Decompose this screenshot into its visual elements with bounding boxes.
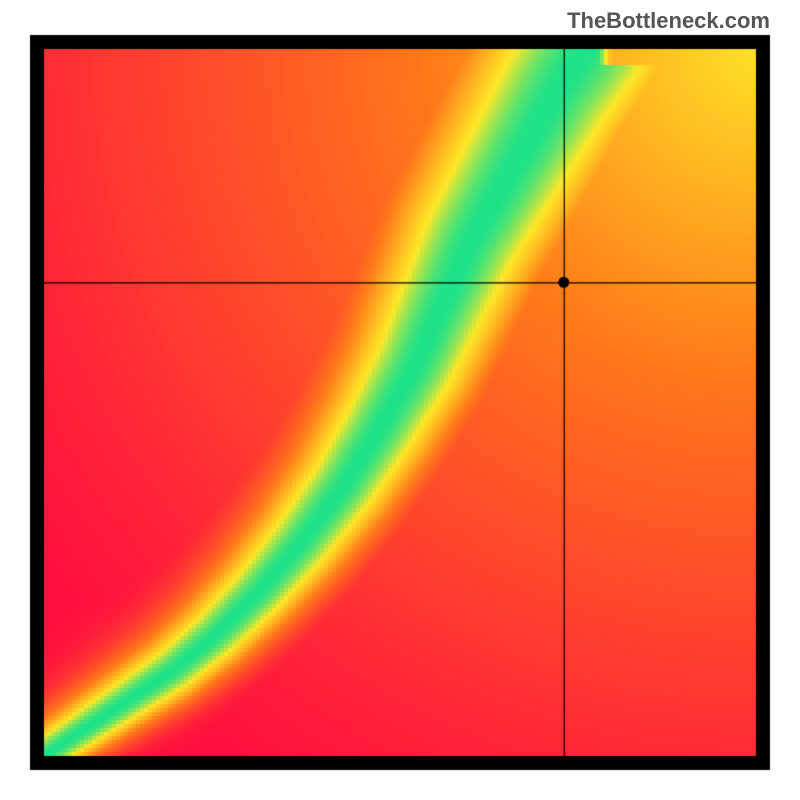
attribution-label: TheBottleneck.com — [567, 8, 770, 34]
chart-container: TheBottleneck.com — [0, 0, 800, 800]
heatmap-canvas — [0, 0, 800, 800]
